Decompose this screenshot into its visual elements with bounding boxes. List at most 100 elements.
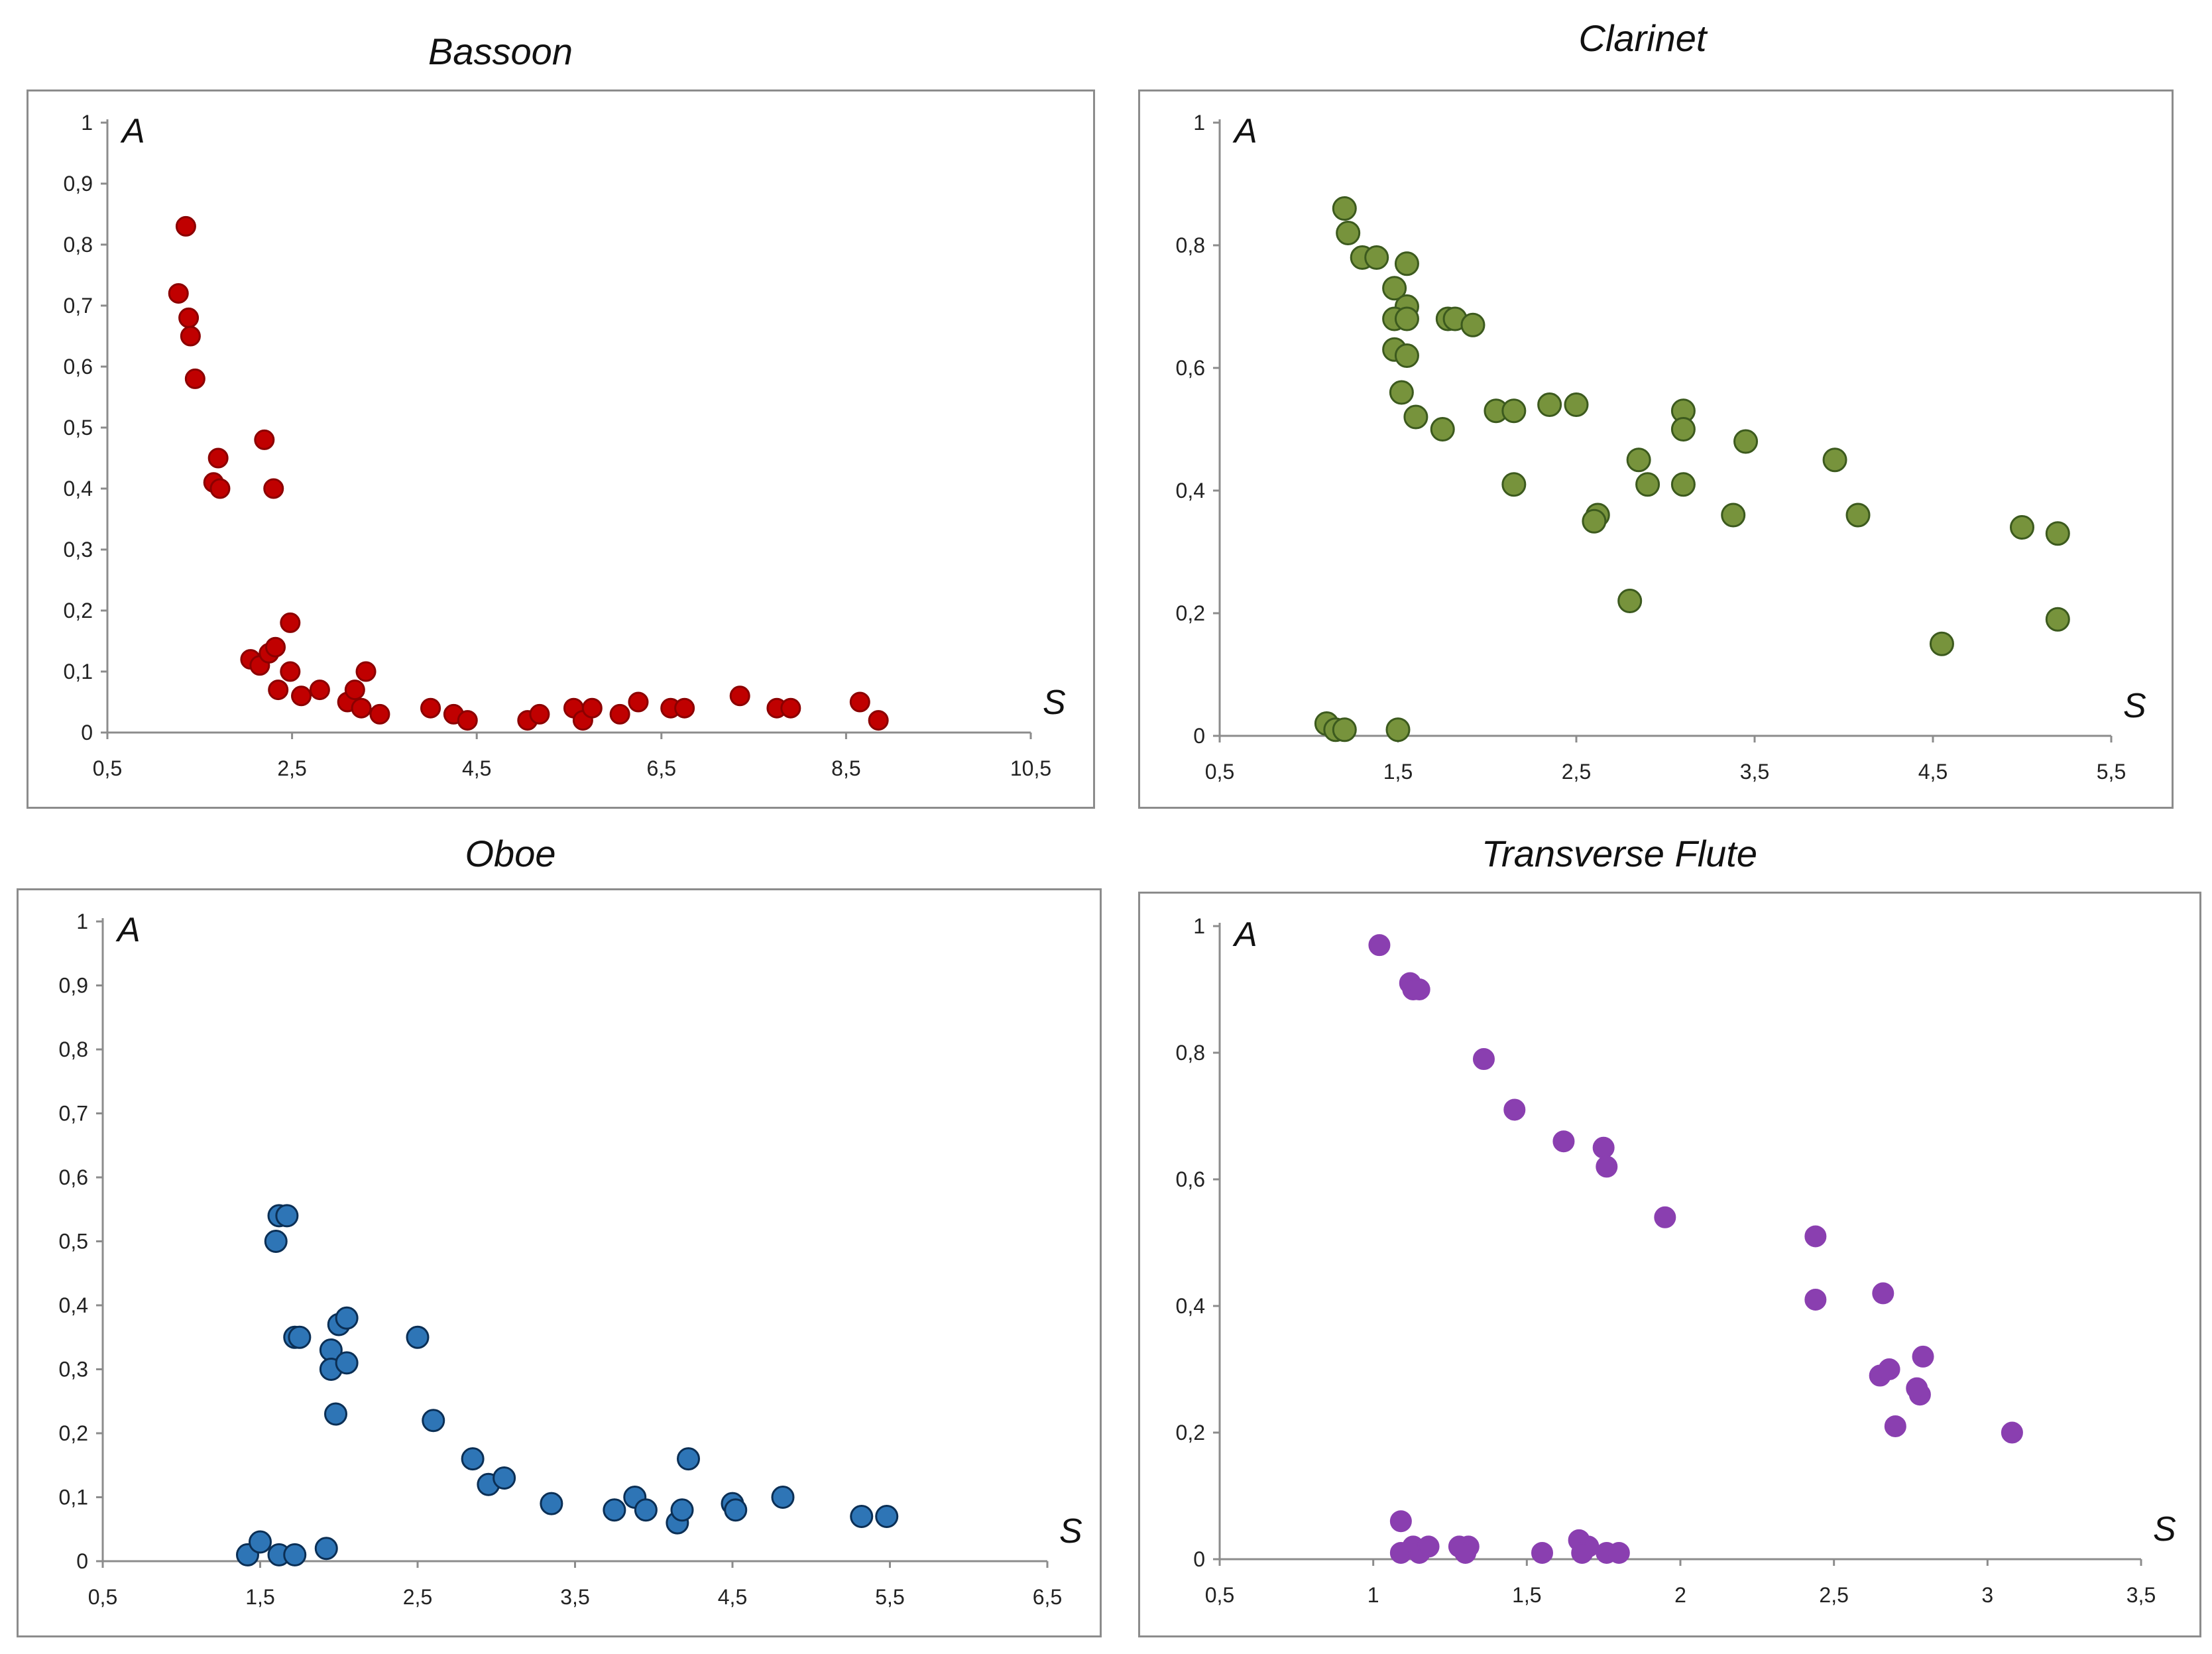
clarinet-x-tick-label: 0,5 (1205, 760, 1234, 784)
oboe-data-point (275, 1204, 299, 1228)
chart-title-transverse-flute: Transverse Flute (1482, 833, 1757, 874)
transverse-flute-data-point (1804, 1225, 1827, 1248)
bassoon-data-point (175, 215, 196, 237)
clarinet-data-point (1501, 472, 1527, 497)
transverse-flute-x-tick-label: 1,5 (1512, 1583, 1541, 1607)
clarinet-data-point (1382, 276, 1407, 301)
oboe-data-point (264, 1230, 288, 1253)
bassoon-y-tick-label: 0,2 (64, 599, 93, 622)
clarinet-data-point (1332, 196, 1357, 221)
clarinet-data-point (1403, 404, 1428, 430)
oboe-data-point (493, 1466, 516, 1490)
bassoon-y-tick-label: 0,9 (64, 172, 93, 196)
clarinet-data-point (1670, 472, 1696, 497)
oboe-data-point (850, 1504, 874, 1528)
transverse-flute-data-point (1552, 1130, 1575, 1153)
transverse-flute-y-tick-label: 0,2 (1176, 1421, 1205, 1445)
bassoon-data-point (420, 697, 441, 719)
bassoon-data-point (849, 691, 870, 713)
bassoon-data-point (263, 478, 284, 499)
clarinet-x-tick-label: 1,5 (1383, 760, 1413, 784)
oboe-data-point (670, 1498, 694, 1522)
clarinet-data-point (1929, 631, 1954, 656)
transverse-flute-data-point (1389, 1510, 1412, 1533)
transverse-flute-y-tick-label: 0 (1193, 1547, 1205, 1571)
chart-panel-clarinet (1138, 89, 2174, 809)
bassoon-y-tick-label: 0,7 (64, 294, 93, 318)
transverse-flute-data-point (1368, 934, 1391, 957)
bassoon-x-tick-label: 2,5 (277, 756, 306, 780)
chart-panel-bassoon (27, 89, 1095, 809)
bassoon-data-point (868, 710, 889, 731)
clarinet-data-point (1389, 380, 1414, 405)
bassoon-data-point (355, 661, 377, 682)
bassoon-data-point (369, 703, 390, 725)
transverse-flute-data-point (1596, 1155, 1618, 1178)
clarinet-data-point (1336, 221, 1361, 245)
bassoon-data-point (529, 703, 550, 725)
oboe-x-tick-label: 6,5 (1033, 1585, 1062, 1609)
transverse-flute-data-point (1454, 1541, 1477, 1564)
transverse-flute-data-point (1878, 1358, 1900, 1380)
oboe-data-point (634, 1498, 658, 1522)
transverse-flute-data-point (1872, 1282, 1894, 1305)
oboe-data-point (461, 1447, 485, 1471)
bassoon-x-axis-label: S (1043, 683, 1066, 722)
transverse-flute-y-tick-label: 0,4 (1176, 1294, 1205, 1318)
transverse-flute-data-point (1906, 1377, 1928, 1399)
oboe-data-point (677, 1447, 700, 1471)
clarinet-x-axis-label: S (2123, 687, 2146, 725)
clarinet-y-axis-label: A (1232, 112, 1257, 150)
clarinet-data-point (1582, 508, 1607, 534)
chart-panel-transverse-flute (1138, 892, 2201, 1637)
transverse-flute-data-point (1503, 1098, 1526, 1121)
transverse-flute-data-point (1408, 978, 1430, 1000)
transverse-flute-data-point (1472, 1048, 1495, 1071)
bassoon-y-tick-label: 1 (81, 111, 93, 135)
clarinet-x-tick-label: 3,5 (1740, 760, 1769, 784)
bassoon-data-point (309, 679, 330, 701)
clarinet-data-point (1430, 417, 1455, 442)
clarinet-x-tick-label: 2,5 (1562, 760, 1591, 784)
bassoon-y-tick-label: 0,5 (64, 416, 93, 440)
oboe-data-point (422, 1409, 445, 1433)
oboe-y-tick-label: 0 (76, 1549, 88, 1573)
bassoon-data-point (209, 478, 231, 499)
bassoon-data-point (609, 703, 630, 725)
bassoon-data-point (254, 429, 275, 450)
clarinet-data-point (1822, 447, 1847, 473)
clarinet-data-point (1394, 343, 1419, 368)
clarinet-y-tick-label: 0,2 (1176, 601, 1205, 625)
clarinet-data-point (1537, 392, 1562, 417)
oboe-data-point (771, 1486, 795, 1509)
bassoon-x-tick-label: 8,5 (831, 756, 860, 780)
clarinet-data-point (2010, 515, 2034, 540)
oboe-x-axis-label: S (1059, 1512, 1082, 1551)
clarinet-data-point (1394, 251, 1419, 276)
oboe-data-point (335, 1306, 359, 1330)
oboe-y-tick-label: 0,9 (59, 974, 88, 998)
clarinet-data-point (1733, 429, 1759, 454)
transverse-flute-y-tick-label: 0,8 (1176, 1041, 1205, 1065)
bassoon-data-point (457, 710, 478, 731)
clarinet-data-point (1721, 502, 1746, 528)
oboe-data-point (335, 1351, 359, 1375)
clarinet-data-point (1617, 589, 1643, 613)
transverse-flute-data-point (1607, 1541, 1630, 1564)
oboe-x-tick-label: 5,5 (875, 1585, 904, 1609)
bassoon-y-tick-label: 0 (81, 721, 93, 744)
bassoon-data-point (265, 636, 286, 658)
bassoon-data-point (291, 685, 312, 707)
clarinet-data-point (1394, 306, 1419, 331)
oboe-y-tick-label: 0,4 (59, 1293, 88, 1317)
clarinet-data-point (1626, 447, 1651, 473)
oboe-y-tick-label: 0,1 (59, 1486, 88, 1509)
oboe-data-point (724, 1498, 748, 1522)
bassoon-data-point (344, 679, 365, 701)
clarinet-data-point (1385, 717, 1411, 742)
bassoon-data-point (168, 283, 189, 304)
clarinet-data-point (1564, 392, 1589, 417)
oboe-data-point (324, 1402, 347, 1426)
